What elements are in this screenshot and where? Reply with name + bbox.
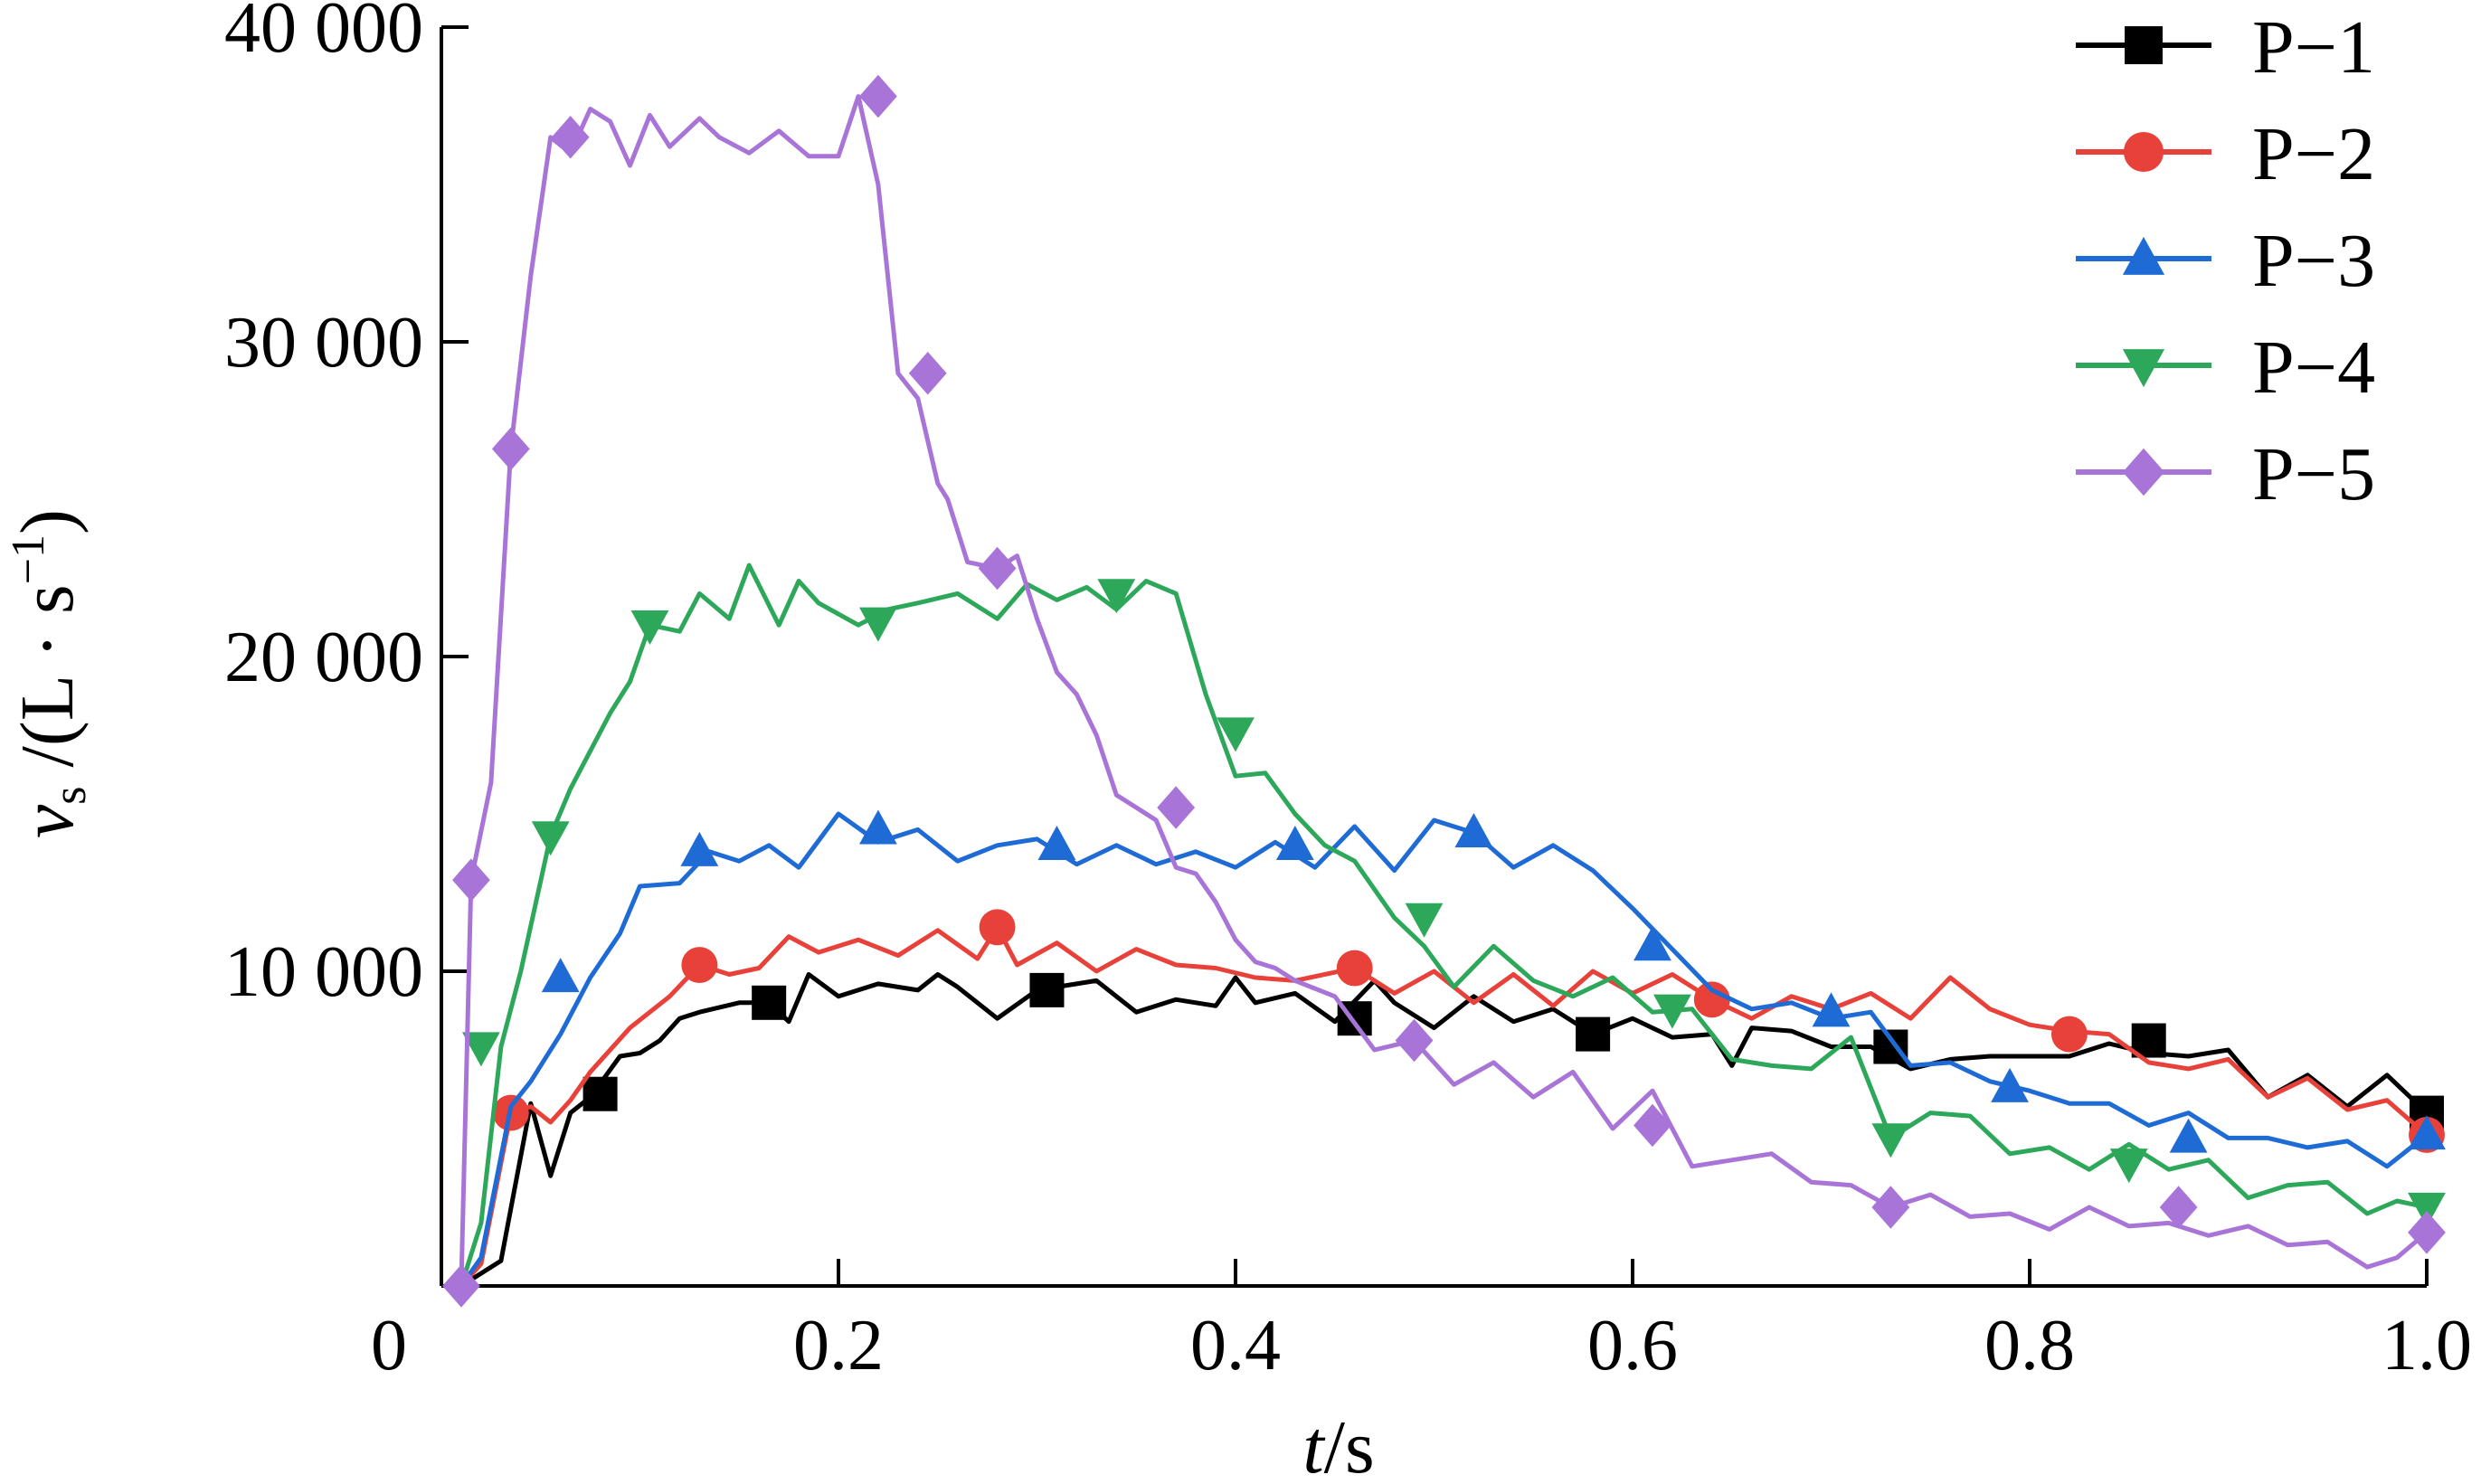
legend-item: P−4 (2076, 326, 2375, 410)
series-line (459, 924, 2429, 1288)
series-5 (442, 74, 2446, 1308)
x-axis-title: t/s (1302, 1405, 1374, 1484)
legend-item: P−5 (2076, 432, 2375, 516)
data-point (979, 909, 1016, 946)
data-point (1653, 994, 1691, 1029)
y-axis-title: vs /(L · s−1) (3, 509, 96, 838)
series-layer (442, 74, 2446, 1308)
data-point (541, 958, 580, 993)
data-point (442, 1264, 480, 1308)
data-point (978, 546, 1017, 591)
legend-item: P−1 (2076, 5, 2375, 90)
data-point (2109, 1148, 2148, 1184)
x-tick-label: 0 (371, 1306, 407, 1385)
x-tick-label: 1.0 (2382, 1306, 2472, 1385)
data-point (1405, 903, 1444, 938)
data-point (752, 985, 787, 1020)
series-4 (459, 562, 2446, 1287)
data-point (859, 607, 897, 642)
series-line (459, 972, 2429, 1289)
data-point (859, 809, 897, 845)
data-point (1812, 992, 1851, 1027)
data-point (1029, 972, 1065, 1007)
series-line (459, 94, 2429, 1287)
legend-item: P−2 (2076, 112, 2375, 196)
x-tick-label: 0.4 (1190, 1306, 1281, 1385)
series-2 (459, 909, 2445, 1288)
legend-label: P−1 (2252, 5, 2375, 90)
data-point (582, 1076, 618, 1111)
data-point (859, 74, 897, 118)
data-point (1454, 813, 1493, 848)
data-point (1336, 950, 1373, 987)
data-point (1991, 1067, 2029, 1102)
data-point (462, 1032, 500, 1067)
data-point (680, 831, 719, 866)
legend-marker (2122, 448, 2165, 496)
legend-label: P−3 (2252, 219, 2375, 303)
data-point (1633, 926, 1671, 961)
series-line (459, 562, 2428, 1287)
series-3 (459, 809, 2446, 1288)
data-point (2159, 1186, 2198, 1229)
legend-label: P−5 (2252, 432, 2375, 516)
x-tick-label: 0.2 (793, 1306, 884, 1385)
data-point (1576, 1016, 1611, 1052)
data-point (1633, 1103, 1671, 1148)
legend-item: P−3 (2076, 219, 2375, 303)
y-tick-label: 40 000 (224, 0, 423, 68)
y-tick-label: 10 000 (224, 932, 423, 1012)
legend: P−1 P−2 P−3 P−4 P−5 (2076, 5, 2375, 516)
data-point (2169, 1118, 2208, 1153)
x-tick-label: 0.8 (1984, 1306, 2075, 1385)
legend-label: P−2 (2252, 112, 2375, 196)
data-point (1037, 825, 1076, 860)
data-point (1395, 1018, 1434, 1063)
data-point (1275, 825, 1314, 860)
y-tick-label: 30 000 (224, 303, 423, 383)
legend-marker (2122, 236, 2165, 275)
legend-marker (2122, 349, 2165, 388)
data-point (452, 858, 490, 902)
data-point (1217, 717, 1255, 752)
data-point (2050, 1016, 2088, 1053)
data-point (2408, 1211, 2446, 1254)
x-tick-label: 0.6 (1587, 1306, 1678, 1385)
data-point (1157, 786, 1196, 829)
data-point (908, 352, 947, 395)
data-point (1871, 1186, 1910, 1229)
series-1 (459, 972, 2444, 1289)
axes: 0 0.2 0.4 0.6 0.8 1.0 10 000 20 000 30 000 40 000 (224, 0, 2472, 1385)
data-point (551, 116, 590, 159)
data-point (531, 821, 570, 856)
data-point (1871, 1123, 1910, 1158)
data-point (2408, 1115, 2446, 1150)
data-point (2408, 1192, 2446, 1227)
legend-marker (2125, 26, 2163, 64)
data-point (630, 610, 669, 646)
legend-marker (2123, 131, 2164, 173)
data-point (1693, 981, 1730, 1018)
data-point (1097, 579, 1136, 614)
legend-label: P−4 (2252, 326, 2375, 410)
data-point (491, 427, 530, 471)
data-point (681, 947, 718, 983)
y-tick-label: 20 000 (224, 618, 423, 697)
